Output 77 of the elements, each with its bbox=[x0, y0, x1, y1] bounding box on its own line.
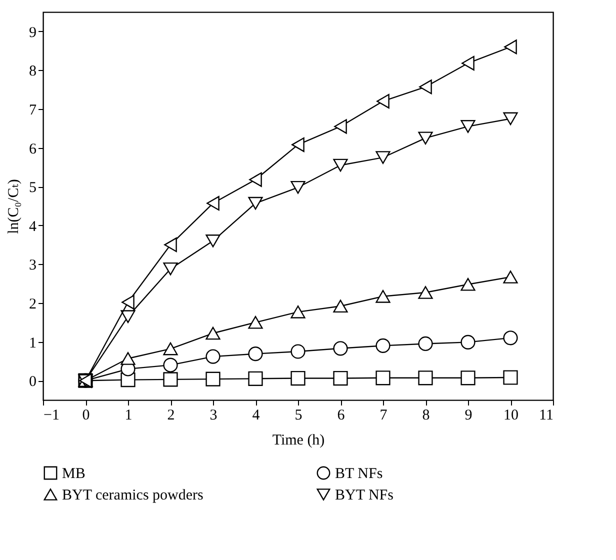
y-tick-label: 1 bbox=[29, 335, 36, 352]
point bbox=[163, 262, 178, 276]
point bbox=[460, 370, 476, 386]
point bbox=[503, 270, 518, 284]
point bbox=[503, 112, 518, 126]
point bbox=[418, 336, 433, 352]
point bbox=[120, 352, 136, 365]
point bbox=[504, 40, 517, 54]
point bbox=[120, 310, 136, 323]
legend-label: BYT NFs bbox=[335, 488, 394, 504]
point bbox=[376, 338, 390, 353]
x-tick-label: −1 bbox=[44, 408, 60, 424]
x-tick-label: 11 bbox=[539, 408, 554, 424]
y-tick-label: 4 bbox=[29, 218, 37, 235]
point bbox=[163, 372, 178, 387]
point bbox=[376, 370, 390, 386]
y-tick-label: 7 bbox=[29, 102, 37, 118]
point bbox=[419, 80, 432, 94]
point bbox=[418, 370, 433, 386]
point bbox=[122, 294, 134, 310]
x-tick-label: 1 bbox=[124, 408, 132, 424]
point bbox=[460, 120, 476, 133]
y-tick-label: 3 bbox=[29, 258, 36, 274]
point bbox=[503, 330, 518, 346]
x-tick-label: 5 bbox=[294, 408, 302, 424]
legend-label: MB bbox=[62, 466, 86, 482]
y-tick-label: 8 bbox=[29, 64, 36, 80]
point bbox=[460, 278, 476, 291]
point bbox=[290, 344, 306, 359]
x-tick-label: 4 bbox=[252, 408, 260, 424]
point bbox=[206, 234, 220, 248]
x-tick-label: 2 bbox=[167, 408, 175, 424]
x-tick-label: 0 bbox=[82, 408, 90, 424]
point bbox=[163, 342, 178, 356]
point bbox=[248, 196, 263, 210]
x-tick-label: 8 bbox=[422, 408, 430, 424]
point bbox=[249, 172, 262, 187]
point bbox=[206, 349, 220, 364]
x-axis-title: Time (h) bbox=[272, 432, 325, 448]
point bbox=[290, 370, 306, 386]
point bbox=[376, 94, 390, 109]
point bbox=[206, 372, 220, 386]
point bbox=[418, 286, 433, 299]
legend-label: BYT ceramics powders bbox=[62, 488, 204, 504]
y-tick-label: 6 bbox=[29, 141, 37, 158]
point bbox=[248, 346, 263, 362]
point bbox=[376, 290, 390, 303]
x-tick-label: 9 bbox=[464, 408, 472, 424]
point bbox=[462, 56, 474, 71]
point bbox=[376, 151, 390, 164]
point bbox=[248, 316, 263, 329]
point bbox=[290, 306, 306, 318]
point bbox=[206, 326, 220, 340]
x-tick-label: 10 bbox=[504, 408, 518, 424]
point bbox=[248, 371, 263, 386]
legend-label: BT NFs bbox=[335, 466, 383, 482]
point bbox=[418, 132, 433, 145]
point bbox=[333, 341, 348, 356]
x-tick-label: 7 bbox=[380, 408, 388, 424]
point bbox=[206, 196, 220, 211]
point bbox=[292, 137, 304, 152]
point bbox=[163, 358, 178, 372]
point bbox=[334, 119, 347, 134]
point bbox=[164, 237, 177, 252]
point bbox=[333, 300, 348, 313]
x-tick-label: 3 bbox=[210, 408, 218, 424]
y-axis-title: ln(C₀/Cₜ) bbox=[6, 179, 22, 234]
x-tick-label: 6 bbox=[337, 408, 346, 424]
point bbox=[503, 370, 518, 385]
y-tick-label: 2 bbox=[29, 296, 36, 312]
point bbox=[460, 334, 476, 350]
point bbox=[333, 158, 348, 172]
point bbox=[290, 180, 306, 194]
y-tick-label: 5 bbox=[29, 180, 36, 196]
y-tick-label: 9 bbox=[29, 24, 36, 41]
y-tick-label: 0 bbox=[29, 374, 36, 390]
point bbox=[333, 370, 348, 386]
